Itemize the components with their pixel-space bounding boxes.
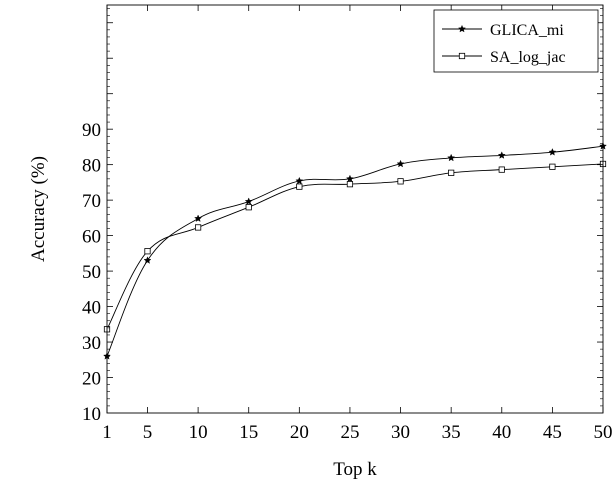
legend-label: GLICA_mi	[490, 22, 564, 39]
x-tick-label: 10	[189, 422, 208, 443]
x-tick-label: 15	[239, 422, 258, 443]
y-tick-label: 20	[82, 369, 101, 390]
x-tick-label: 25	[340, 422, 359, 443]
data-point	[396, 159, 405, 168]
series-line	[106, 163, 604, 330]
y-tick-label: 10	[82, 404, 101, 425]
data-point	[244, 197, 253, 205]
x-tick-label: 50	[594, 422, 613, 443]
legend-item: GLICA_mi	[442, 22, 564, 39]
data-point	[245, 204, 252, 211]
y-tick-label: 40	[82, 298, 101, 319]
data-point	[549, 163, 556, 170]
x-tick-label: 35	[442, 422, 461, 443]
data-point	[497, 151, 506, 159]
series-1	[103, 160, 607, 333]
legend: GLICA_mi SA_log_jac	[433, 9, 599, 73]
y-tick-label: 50	[82, 262, 101, 283]
y-tick-label: 30	[82, 333, 101, 354]
legend-label: SA_log_jac	[490, 49, 566, 66]
series-0	[103, 142, 607, 360]
data-point	[346, 174, 354, 183]
series-line	[106, 145, 604, 357]
data-point	[447, 153, 456, 162]
legend-marker	[458, 24, 466, 33]
legend-box	[433, 9, 599, 73]
data-point	[448, 169, 455, 176]
data-point	[346, 181, 354, 188]
y-tick-label: 80	[82, 156, 101, 177]
x-tick-label: 20	[290, 422, 309, 443]
data-point	[295, 176, 304, 185]
legend-marker	[458, 52, 466, 60]
plot-area	[103, 142, 607, 360]
x-tick-label: 1	[102, 422, 112, 443]
data-point	[195, 224, 202, 231]
y-axis-title: Accuracy (%)	[28, 156, 49, 262]
x-tick-label: 30	[391, 422, 410, 443]
plot-frame	[106, 4, 604, 414]
data-point	[498, 166, 505, 173]
data-point	[397, 178, 404, 185]
x-tick-label: 45	[543, 422, 562, 443]
y-tick-label: 60	[82, 227, 101, 248]
y-tick-label: 70	[82, 191, 101, 212]
x-axis-title: Top k	[333, 459, 377, 480]
data-point	[296, 183, 303, 190]
data-point	[548, 148, 557, 156]
x-tick-label: 40	[492, 422, 511, 443]
legend-item: SA_log_jac	[442, 49, 566, 66]
data-point	[194, 214, 203, 222]
y-tick-label: 90	[82, 120, 101, 141]
data-point	[144, 248, 151, 255]
data-point	[143, 256, 152, 264]
x-tick-label: 5	[143, 422, 153, 443]
